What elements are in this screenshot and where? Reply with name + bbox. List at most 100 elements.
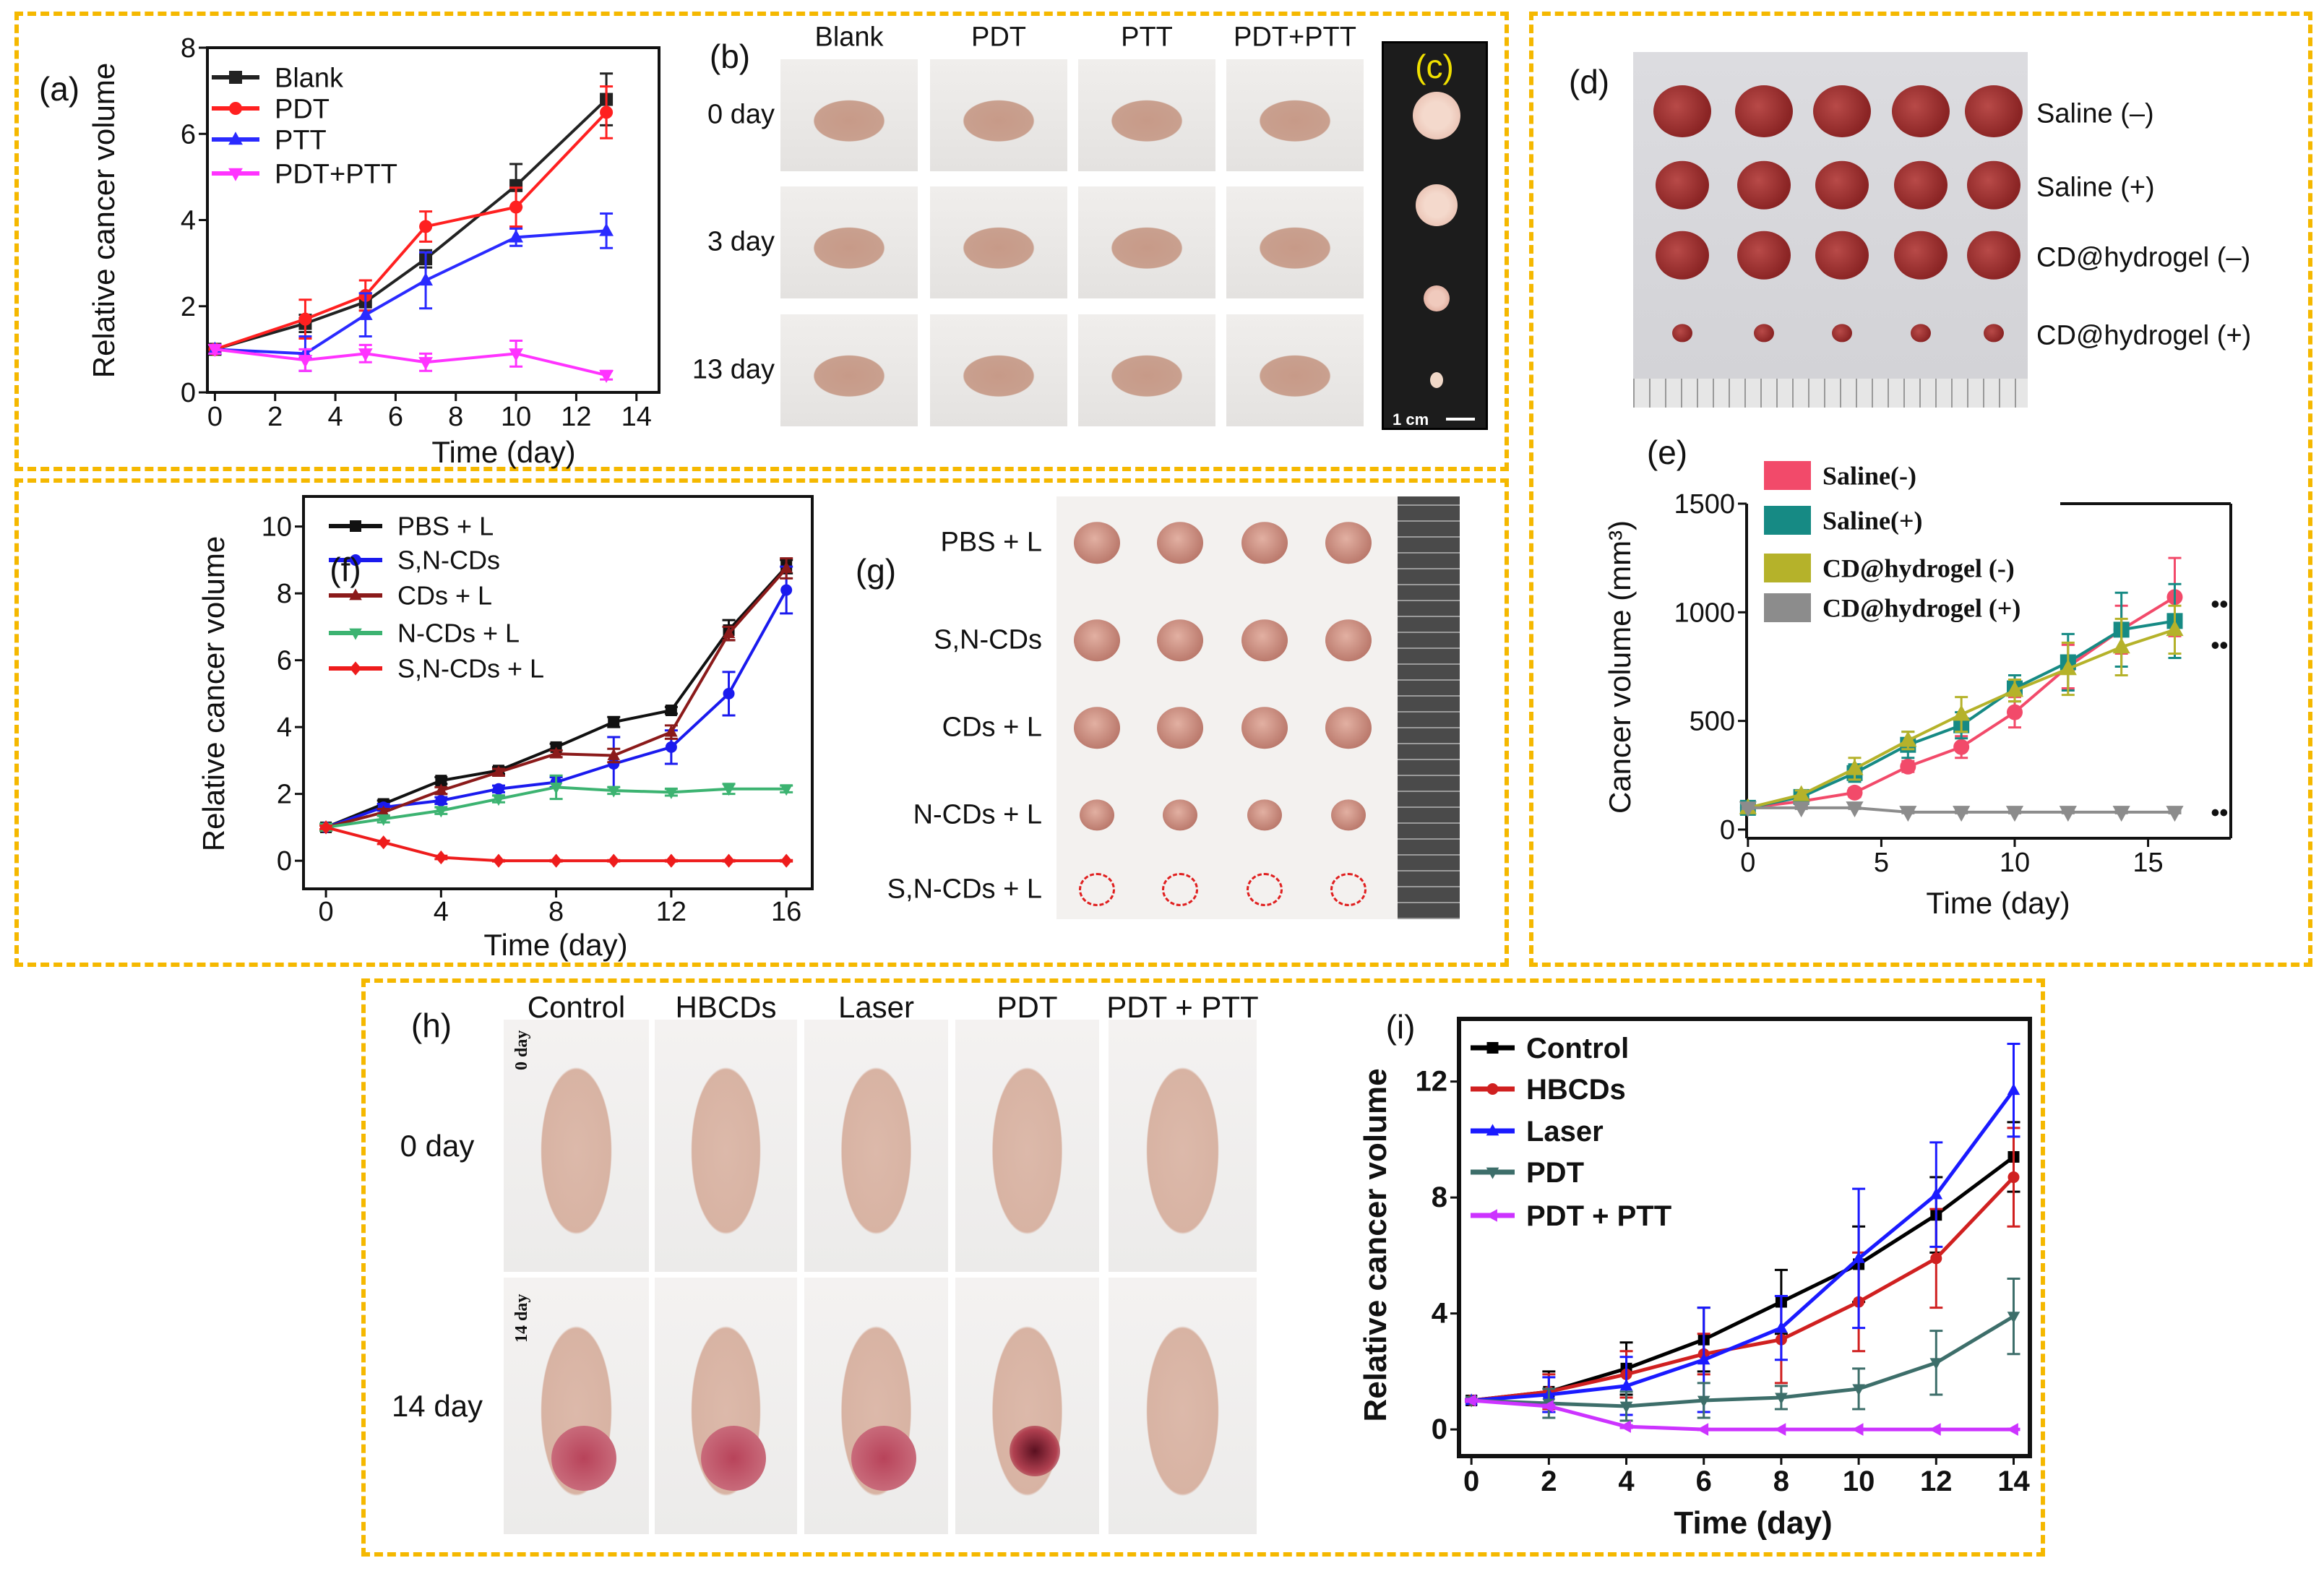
tumor (1424, 285, 1450, 311)
row-label: 3 day (707, 226, 775, 257)
x-tick-label: 0 (1463, 1465, 1479, 1497)
x-tick-label: 10 (2000, 848, 2030, 878)
marker-triangle-up (2007, 1083, 2020, 1096)
marker-circle (419, 220, 433, 233)
x-tick-label: 16 (771, 897, 801, 927)
marker-triangle-down (298, 355, 313, 369)
series-line (214, 111, 608, 351)
panel-label-b: (b) (709, 38, 751, 75)
legend-label: PDT (275, 94, 330, 124)
row-label: S,N-CDs (934, 624, 1042, 655)
row-label: 14 day (391, 1388, 483, 1423)
legend-label: PDT + PTT (1526, 1200, 1671, 1232)
y-tick-label: 8 (181, 33, 196, 64)
marker-circle (780, 584, 793, 596)
mouse-photo (955, 1278, 1099, 1534)
y-tick-label: 12 (1416, 1066, 1448, 1098)
tumor (1815, 231, 1869, 280)
column-header: Laser (838, 990, 915, 1024)
x-tick-label: 14 (1997, 1465, 2030, 1497)
frame-de (1529, 12, 2312, 967)
marker-circle (1953, 739, 1970, 755)
legend-label: N-CDs + L (397, 619, 520, 648)
marker-triangle-down (780, 784, 793, 796)
legend-swatch (1764, 593, 1811, 622)
y-tick-label: 8 (277, 579, 292, 609)
marker-triangle-up (1929, 1187, 1943, 1200)
tumor (1984, 324, 2004, 343)
marker-triangle-left (1485, 1209, 1497, 1222)
x-tick-label: 12 (656, 897, 687, 927)
mouse-photo (1078, 186, 1215, 298)
chart-e: 0 5 10 15 0 500 1000 1500 Time (day) Cancer volum… (1603, 461, 2232, 920)
y-tick-label: 4 (277, 713, 292, 743)
x-axis-label: Time (day) (483, 928, 627, 962)
marker-diamond (377, 835, 390, 850)
row-label: Saline (–) (2036, 98, 2154, 129)
tumor (1157, 707, 1203, 749)
marker-triangle-down (1619, 1401, 1633, 1413)
mouse-photo: 14 day (504, 1278, 649, 1534)
tumor (1656, 160, 1709, 210)
series-line (1471, 1176, 2015, 1403)
x-tick-label: 6 (388, 402, 403, 432)
photo-c-tumors: 1 cm (1382, 41, 1488, 430)
tumor (1754, 324, 1774, 343)
series-s-n-cds-l (319, 820, 793, 868)
ruler (1398, 496, 1460, 919)
marker-triangle-up (228, 132, 243, 145)
marker-triangle-down (509, 348, 523, 362)
panel-label-d: (d) (1568, 63, 1610, 100)
column-header: PTT (1121, 22, 1173, 53)
x-tick-label: 6 (1696, 1465, 1712, 1497)
marker-triangle-up (492, 765, 505, 777)
frame-hi (361, 978, 2045, 1557)
marker-triangle-up (780, 561, 793, 573)
marker-triangle-up (1619, 1379, 1633, 1391)
tumor-spot (851, 1426, 916, 1491)
row-label: N-CDs + L (913, 799, 1042, 830)
marker-circle (600, 106, 614, 119)
mouse-photo (1109, 1278, 1257, 1534)
empty-site-circle (1330, 873, 1367, 906)
marker-triangle-up (1775, 1321, 1788, 1333)
plot-frame (1457, 1017, 2032, 1458)
series-n-cds-l (319, 774, 793, 835)
marker-triangle-down (722, 784, 736, 796)
marker-circle (608, 758, 620, 770)
row-label: CD@hydrogel (–) (2036, 242, 2251, 273)
marker-triangle-up (2059, 659, 2077, 676)
mouse-photo (780, 314, 918, 426)
marker-triangle-up (665, 725, 678, 737)
tumor (1911, 324, 1931, 343)
marker-circle (298, 312, 312, 326)
marker-circle (492, 783, 504, 795)
mouse-photo (1226, 59, 1364, 171)
y-tick-label: 1000 (1674, 598, 1735, 628)
y-axis-label: Cancer volume (mm³) (1603, 520, 1637, 814)
marker-diamond (665, 853, 677, 868)
series-line (1471, 1314, 2015, 1408)
marker-triangle-down (1846, 801, 1864, 818)
mouse-photo (780, 59, 918, 171)
series-cds-l (319, 557, 793, 832)
marker-triangle-up (722, 627, 736, 639)
marker-triangle-down (2007, 1312, 2020, 1324)
marker-circle (665, 741, 677, 753)
ruler (1633, 379, 2028, 408)
legend-label: CD@hydrogel (-) (1822, 554, 2015, 583)
marker-triangle-up (2005, 681, 2024, 697)
marker-circle (1846, 784, 1863, 801)
marker-triangle-down (2059, 806, 2077, 822)
significance-marker: •• (2211, 632, 2228, 659)
row-label: CDs + L (942, 712, 1042, 743)
empty-site-circle (1079, 873, 1115, 906)
tumor (1080, 799, 1114, 831)
tumor (1894, 231, 1948, 280)
mouse-photo (804, 1020, 948, 1272)
mouse-photo (804, 1278, 948, 1534)
legend-label: CD@hydrogel (+) (1822, 594, 2020, 623)
marker-triangle-left (1929, 1423, 1941, 1436)
column-header: HBCDs (675, 990, 777, 1024)
legend-label: PDT (1526, 1157, 1584, 1189)
